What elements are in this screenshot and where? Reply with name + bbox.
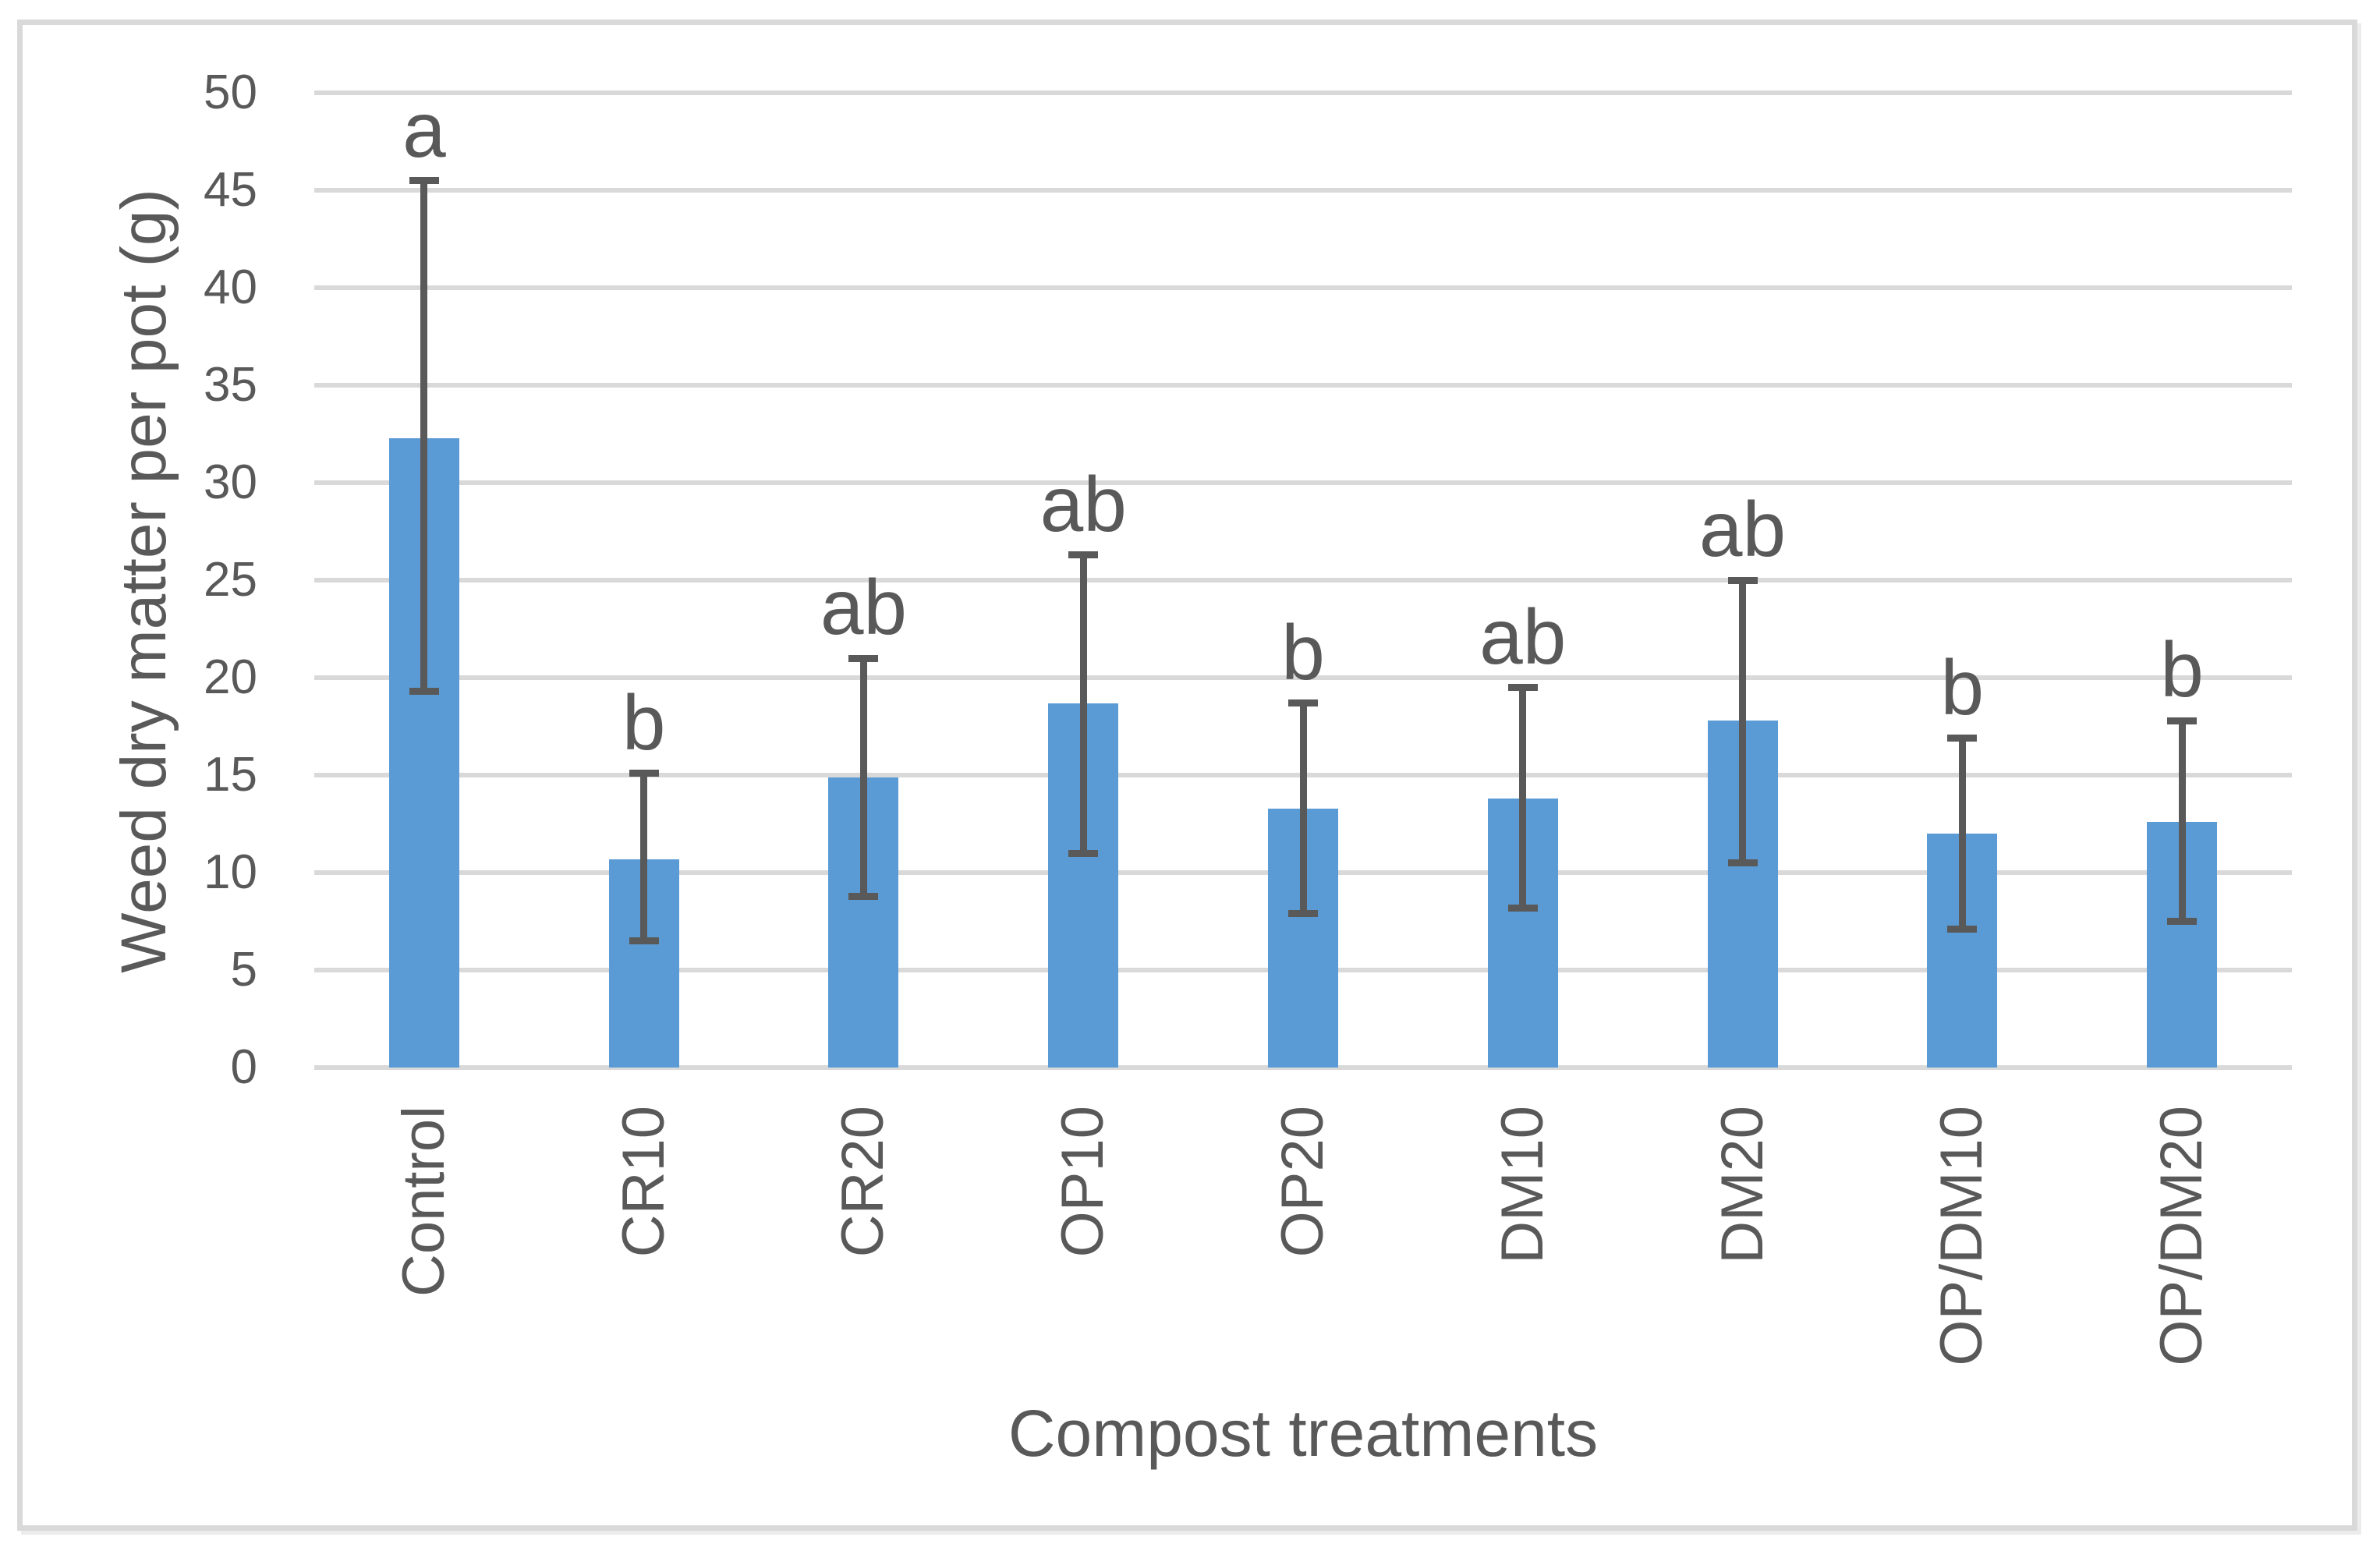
gridline-50 (314, 90, 2292, 95)
gridline-45 (314, 188, 2292, 193)
sig-letter-dm10: ab (1479, 593, 1567, 681)
y-tick-label-30: 30 (204, 455, 257, 509)
error-bar-cap-bottom-control (409, 688, 439, 695)
y-tick-label-5: 5 (230, 943, 257, 997)
sig-letter-dm20: ab (1698, 486, 1787, 573)
y-tick-label-20: 20 (204, 650, 257, 704)
x-tick-label-op10: OP10 (1050, 1106, 1117, 1258)
error-bar-cap-bottom-op-dm10 (1947, 926, 1978, 933)
error-bar-cap-bottom-cr10 (629, 937, 659, 944)
error-bar-line-op10 (1079, 554, 1087, 853)
x-tick-label-cr10: CR10 (610, 1106, 677, 1258)
y-tick-label-0: 0 (230, 1040, 257, 1094)
gridline-20 (314, 675, 2292, 680)
y-tick-label-15: 15 (204, 748, 257, 802)
x-tick-label-op20: OP20 (1270, 1106, 1337, 1258)
sig-letter-cr10: b (622, 678, 666, 767)
y-axis-title: Weed dry matter per pot (g) (108, 189, 179, 973)
error-bar-cap-top-cr10 (629, 770, 659, 777)
error-bar-cap-bottom-dm10 (1507, 904, 1538, 912)
x-tick-label-op-dm10: OP/DM10 (1928, 1106, 1996, 1366)
error-bar-cap-bottom-op10 (1068, 849, 1099, 857)
error-bar-line-control (420, 180, 428, 692)
error-bar-cap-top-op-dm20 (2167, 717, 2198, 724)
sig-letter-op10: ab (1039, 460, 1127, 548)
sig-letter-cr20: ab (820, 564, 908, 651)
error-bar-line-cr10 (640, 773, 648, 941)
error-bar-cap-top-dm10 (1507, 684, 1538, 691)
sig-letter-op-dm10: b (1940, 643, 1985, 731)
x-tick-label-op-dm20: OP/DM20 (2148, 1106, 2215, 1366)
error-bar-line-op-dm10 (1958, 738, 1966, 930)
error-bar-line-dm10 (1519, 687, 1527, 908)
error-bar-cap-bottom-dm20 (1727, 859, 1758, 866)
gridline-0 (314, 1065, 2292, 1070)
gridline-35 (314, 383, 2292, 388)
gridline-40 (314, 285, 2292, 290)
y-tick-label-35: 35 (204, 358, 257, 412)
sig-letter-op-dm20: b (2160, 626, 2204, 714)
error-bar-cap-bottom-cr20 (848, 892, 879, 900)
error-bar-cap-top-dm20 (1727, 576, 1758, 584)
error-bar-cap-top-op10 (1068, 551, 1099, 558)
y-tick-label-50: 50 (204, 66, 257, 119)
x-tick-label-dm10: DM10 (1489, 1106, 1556, 1264)
sig-letter-op20: b (1281, 608, 1325, 696)
gridline-25 (314, 578, 2292, 583)
y-tick-label-45: 45 (204, 163, 257, 217)
y-tick-label-10: 10 (204, 845, 257, 899)
error-bar-line-op20 (1299, 703, 1307, 914)
x-tick-label-cr20: CR20 (830, 1106, 897, 1258)
gridline-30 (314, 480, 2292, 485)
error-bar-cap-bottom-op20 (1288, 910, 1318, 917)
error-bar-line-dm20 (1739, 580, 1747, 863)
x-tick-label-control: Control (390, 1106, 457, 1297)
error-bar-cap-top-op-dm10 (1947, 735, 1978, 742)
x-axis-title: Compost treatments (1008, 1397, 1599, 1470)
error-bar-cap-top-control (409, 177, 439, 184)
y-tick-label-25: 25 (204, 553, 257, 607)
error-bar-cap-top-op20 (1288, 699, 1318, 706)
error-bar-cap-bottom-op-dm20 (2167, 918, 2198, 925)
y-tick-label-40: 40 (204, 260, 257, 314)
error-bar-cap-top-cr20 (848, 654, 879, 662)
sig-letter-control: a (402, 86, 446, 174)
error-bar-line-op-dm20 (2178, 721, 2186, 922)
error-bar-line-cr20 (859, 658, 867, 896)
x-tick-label-dm20: DM20 (1709, 1106, 1776, 1264)
